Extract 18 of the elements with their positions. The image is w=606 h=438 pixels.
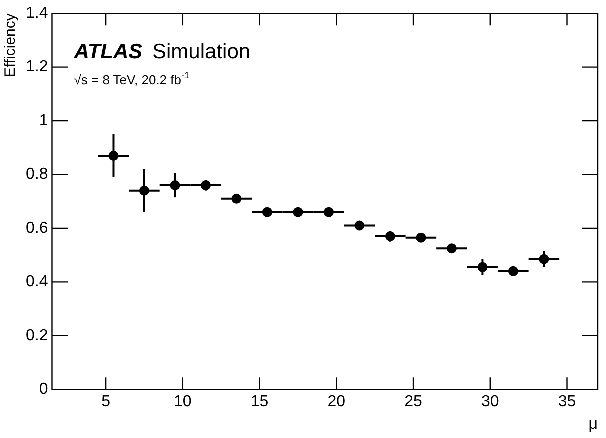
x-axis-title: μ [588, 416, 598, 433]
x-tick-label: 5 [102, 394, 111, 411]
y-tick-label: 0.2 [26, 327, 48, 344]
y-tick-label: 1.2 [26, 58, 48, 76]
x-tick-label: 35 [558, 394, 576, 411]
y-tick-label: 0.6 [26, 220, 48, 237]
y-tick-label: 0.4 [26, 274, 48, 291]
y-tick-label: 1 [39, 112, 48, 130]
x-tick-label: 30 [481, 394, 500, 411]
x-tick-label: 25 [404, 394, 423, 411]
x-tick-label: 15 [250, 394, 269, 411]
annotation: ATLAS Simulation [73, 40, 251, 64]
x-tick-label: 10 [174, 394, 192, 411]
y-tick-label: 0 [39, 381, 48, 398]
x-tick-label: 20 [328, 394, 346, 411]
y-tick-label: 0.8 [26, 166, 48, 184]
y-axis-title: Efficiency [2, 13, 20, 78]
y-tick-label: 1.4 [26, 5, 48, 22]
